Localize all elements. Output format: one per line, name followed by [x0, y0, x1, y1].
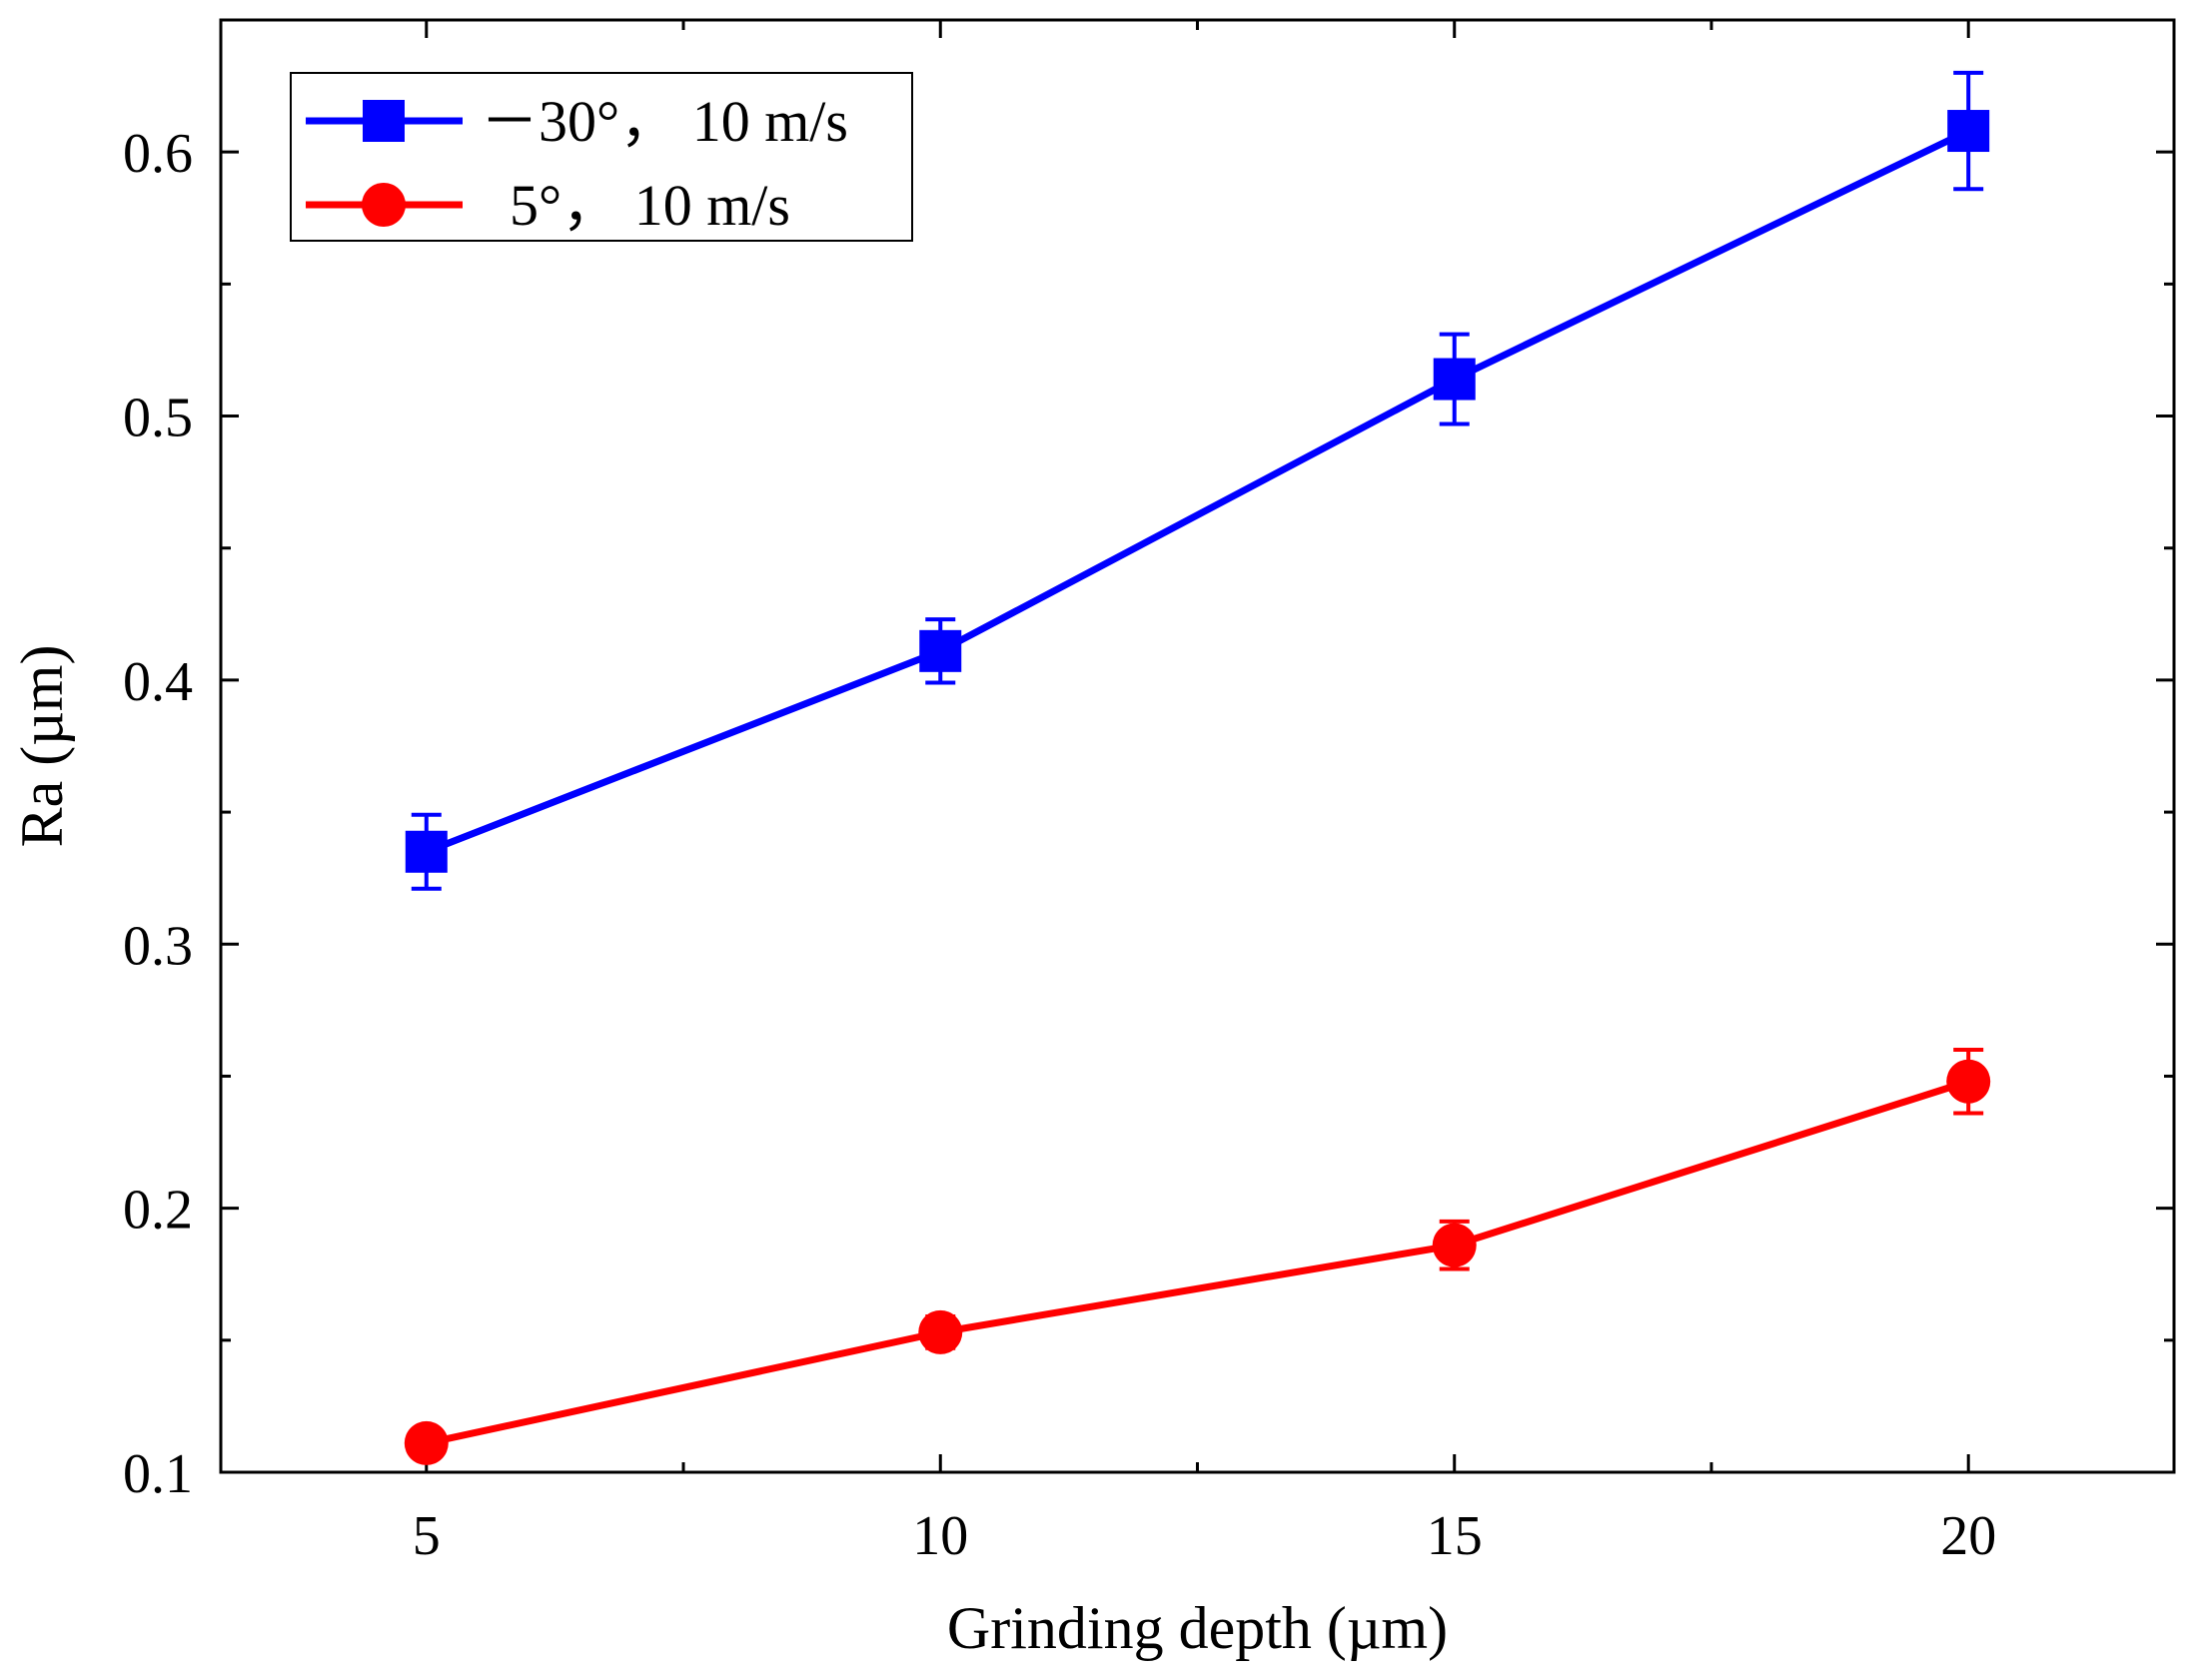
axes-layer: 5 10 15 20 0.1 0.2 0.3 0.4 0.5 0.6 Grinding depth … — [9, 18, 2176, 1661]
data-point-square — [1433, 358, 1476, 401]
x-tick-label: 20 — [1940, 1505, 1996, 1567]
y-tick-label: 0.2 — [123, 1180, 193, 1242]
y-tick-label: 0.5 — [123, 388, 193, 449]
data-point-circle — [1946, 1059, 1991, 1104]
legend-marker-circle — [362, 183, 406, 227]
legend-label: －30°， 10 m/s — [481, 89, 848, 154]
data-point-square — [919, 629, 962, 672]
data-point-circle — [404, 1420, 449, 1465]
legend-label: 5°， 10 m/s — [481, 173, 790, 238]
y-axis-title: Ra (µm) — [9, 645, 75, 848]
x-tick-label: 5 — [413, 1505, 441, 1567]
y-tick-label: 0.6 — [123, 123, 193, 185]
legend-item-1: 5°， 10 m/s — [306, 173, 790, 238]
y-tick-label: 0.1 — [123, 1443, 193, 1505]
data-point-circle — [918, 1309, 963, 1354]
y-tick-label: 0.4 — [123, 651, 193, 713]
series-1 — [404, 1048, 1991, 1465]
legend: －30°， 10 m/s 5°， 10 m/s — [290, 72, 913, 242]
x-tick-label: 15 — [1427, 1505, 1483, 1567]
x-tick-label: 10 — [912, 1505, 968, 1567]
x-axis-title: Grinding depth (µm) — [947, 1595, 1448, 1661]
y-tick-label: 0.3 — [123, 915, 193, 977]
data-point-square — [405, 830, 448, 873]
series-layer — [404, 70, 1991, 1465]
series-line — [425, 127, 1970, 856]
legend-item-0: －30°， 10 m/s — [306, 89, 848, 154]
series-0 — [405, 70, 1990, 891]
legend-marker-square — [363, 100, 405, 142]
data-point-square — [1947, 110, 1990, 153]
series-line — [426, 1078, 1970, 1447]
data-point-circle — [1432, 1223, 1477, 1267]
